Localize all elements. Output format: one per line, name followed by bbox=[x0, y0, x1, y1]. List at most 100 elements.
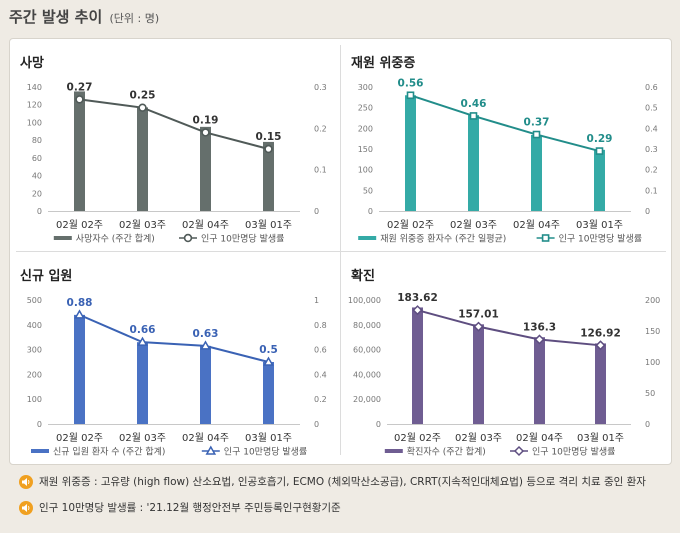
chart-confirmed: 0 20,000 40,000 60,000 80,000 100,000 0 50 100 15… bbox=[341, 252, 671, 464]
bar bbox=[534, 337, 545, 424]
chart-title: 확진 bbox=[351, 269, 375, 284]
bar bbox=[412, 307, 423, 424]
legend-line-marker bbox=[183, 233, 193, 243]
chart-title: 사망 bbox=[20, 56, 44, 71]
note-population-basis: 인구 10만명당 발생률 : '21.12월 행정안전부 주민등록인구현황기준 bbox=[19, 500, 341, 515]
x-axis-tick-label: 03월 01주 bbox=[576, 219, 623, 231]
page-unit: (단위 : 명) bbox=[109, 12, 160, 25]
chart-legend: 확진자수 (주간 합계) 인구 10만명당 발생률 bbox=[384, 445, 615, 458]
rate-point bbox=[201, 128, 210, 137]
right-axis-tick-label: 0.2 bbox=[645, 166, 658, 175]
chart-title: 재원 위중증 bbox=[351, 56, 416, 71]
bar bbox=[137, 342, 148, 424]
bar bbox=[74, 91, 85, 211]
rate-data-label: 0.19 bbox=[193, 114, 219, 126]
rate-point bbox=[74, 309, 85, 319]
notes-footer: 재원 위중증 : 고유량 (high flow) 산소요법, 인공호흡기, EC… bbox=[9, 466, 670, 526]
left-axis-tick-label: 150 bbox=[358, 145, 373, 154]
note-text: 인구 10만명당 발생률 : '21.12월 행정안전부 주민등록인구현황기준 bbox=[39, 502, 341, 514]
bar bbox=[468, 115, 479, 211]
legend-line-label: 인구 10만명당 발생률 bbox=[532, 447, 615, 458]
right-axis-tick-label: 0.8 bbox=[314, 321, 327, 330]
x-axis-tick-label: 02월 03주 bbox=[455, 432, 502, 444]
right-axis-tick-label: 0.3 bbox=[314, 83, 327, 92]
right-axis-tick-label: 200 bbox=[645, 296, 660, 305]
legend-bar-swatch bbox=[31, 449, 49, 453]
legend-bar-swatch bbox=[384, 449, 403, 453]
rate-data-label: 0.63 bbox=[193, 328, 219, 340]
right-axis-tick-label: 0 bbox=[645, 420, 650, 429]
rate-point bbox=[138, 103, 147, 112]
rate-point bbox=[406, 91, 415, 100]
rate-data-label: 0.66 bbox=[130, 324, 156, 336]
left-axis-tick-label: 0 bbox=[376, 420, 381, 429]
bar bbox=[263, 362, 274, 424]
speaker-icon bbox=[19, 474, 33, 489]
rate-point bbox=[75, 95, 84, 104]
bar bbox=[200, 345, 211, 424]
bar bbox=[200, 126, 211, 211]
right-axis-tick-label: 150 bbox=[645, 327, 660, 336]
rate-data-label: 136.3 bbox=[523, 321, 556, 333]
chart-admissions-svg: 0 100 200 300 400 500 0 0.2 0.4 0.6 0.8 1 02월 02주 02월… bbox=[27, 296, 327, 458]
legend-bar-label: 사망자수 (주간 합계) bbox=[76, 233, 155, 245]
rate-data-label: 0.29 bbox=[587, 133, 613, 145]
right-axis-tick-label: 0.6 bbox=[645, 83, 658, 92]
rate-point bbox=[534, 334, 545, 345]
rate-point bbox=[264, 144, 273, 154]
right-axis-tick-label: 0.2 bbox=[314, 395, 327, 404]
rate-data-label: 0.5 bbox=[259, 344, 278, 356]
rate-data-label: 183.62 bbox=[397, 292, 438, 304]
chart-deaths: 0 20 40 60 80 100 120 140 0 0.1 0.2 0.3 02월 02주 02월 0… bbox=[10, 39, 340, 251]
page-title: 주간 발생 추이 (단위 : 명) bbox=[9, 6, 159, 27]
right-axis-tick-label: 0 bbox=[314, 420, 319, 429]
bar bbox=[531, 134, 542, 211]
x-axis-tick-label: 02월 02주 bbox=[56, 432, 103, 444]
bar bbox=[405, 95, 416, 211]
x-axis-tick-label: 02월 02주 bbox=[394, 432, 441, 444]
rate-data-label: 0.37 bbox=[524, 117, 550, 129]
left-axis-tick-label: 40,000 bbox=[353, 370, 381, 379]
left-axis-tick-label: 80 bbox=[32, 136, 42, 145]
left-axis-tick-label: 0 bbox=[37, 207, 42, 216]
legend-bar-swatch bbox=[358, 236, 377, 240]
rate-point bbox=[473, 321, 484, 332]
x-axis-tick-label: 02월 02주 bbox=[56, 219, 103, 231]
legend-bar-label: 확진자수 (주간 합계) bbox=[407, 446, 486, 458]
legend-line-label: 인구 10만명당 발생률 bbox=[559, 234, 642, 245]
charts-panel: 0 20 40 60 80 100 120 140 0 0.1 0.2 0.3 02월 02주 02월 0… bbox=[9, 38, 672, 465]
x-axis-tick-label: 02월 04주 bbox=[182, 432, 229, 444]
legend-line-marker bbox=[513, 445, 525, 457]
rate-data-label: 0.88 bbox=[67, 297, 93, 309]
legend-bar-swatch bbox=[53, 236, 72, 240]
left-axis-tick-label: 140 bbox=[27, 83, 42, 92]
legend-bar-label: 재원 위중증 환자수 (주간 일평균) bbox=[380, 233, 506, 245]
rate-line bbox=[410, 94, 600, 153]
chart-severe: 0 50 100 150 200 250 300 0 0.1 0.2 0.3 0.4 0.5 0.6 02월… bbox=[341, 39, 671, 251]
left-axis-tick-label: 300 bbox=[27, 346, 42, 355]
legend-line-marker bbox=[541, 234, 550, 242]
rate-point bbox=[263, 356, 274, 366]
rate-data-label: 0.15 bbox=[256, 131, 282, 143]
left-axis-tick-label: 100,000 bbox=[348, 296, 381, 305]
rate-data-label: 0.56 bbox=[398, 77, 424, 89]
legend-bar-label: 신규 입원 환자 수 (주간 합계) bbox=[53, 446, 165, 458]
chart-legend: 사망자수 (주간 합계) 인구 10만명당 발생률 bbox=[53, 233, 284, 245]
left-axis-tick-label: 250 bbox=[358, 104, 373, 113]
bar bbox=[595, 343, 606, 424]
legend-line-label: 인구 10만명당 발생률 bbox=[224, 447, 307, 458]
x-axis-tick-label: 03월 01주 bbox=[577, 432, 624, 444]
rate-data-label: 0.27 bbox=[67, 81, 93, 93]
right-axis-tick-label: 100 bbox=[645, 358, 660, 367]
left-axis-tick-label: 40 bbox=[32, 172, 42, 181]
page-title-text: 주간 발생 추이 bbox=[9, 8, 103, 26]
left-axis-tick-label: 100 bbox=[358, 166, 373, 175]
rate-line bbox=[79, 98, 269, 150]
left-axis-tick-label: 500 bbox=[27, 296, 42, 305]
rate-point bbox=[412, 305, 423, 316]
x-axis-tick-label: 02월 04주 bbox=[516, 432, 563, 444]
rate-data-label: 157.01 bbox=[458, 309, 499, 321]
right-axis-tick-label: 0.1 bbox=[314, 166, 327, 175]
left-axis-tick-label: 200 bbox=[27, 370, 42, 379]
left-axis-tick-label: 300 bbox=[358, 83, 373, 92]
